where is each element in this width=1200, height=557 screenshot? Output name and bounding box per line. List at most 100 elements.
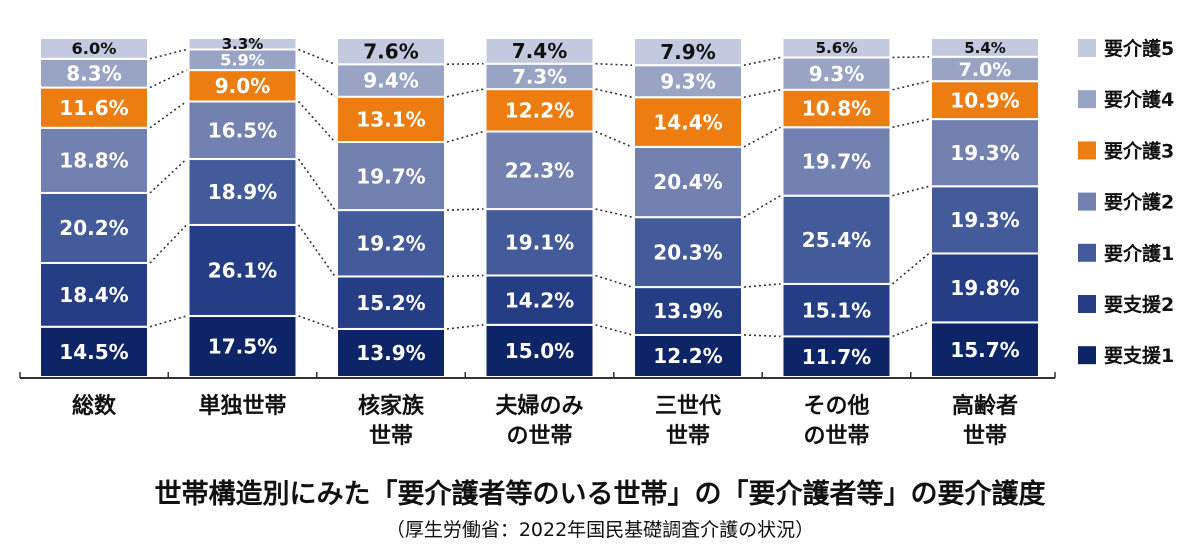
data-label: 19.1% <box>505 230 574 254</box>
bar-segment <box>633 37 743 67</box>
data-label: 9.3% <box>660 69 715 93</box>
data-label: 5.9% <box>220 51 265 70</box>
data-label: 5.4% <box>964 39 1006 57</box>
category-label: 三世代 <box>655 394 721 419</box>
connector-line <box>149 158 188 194</box>
connector-line <box>595 130 633 148</box>
bar-segment <box>781 56 892 91</box>
bar-segment <box>187 158 298 226</box>
category-label: 高齢者 <box>952 393 1018 419</box>
bar-segment <box>39 191 149 264</box>
data-label: 12.2% <box>505 99 574 123</box>
data-label: 13.9% <box>356 341 425 365</box>
stacked-bar-chart: 14.5% 18.4% 20.2% 18.8% 11.6% 8.3% 6.0% 17.5% 26… <box>19 35 1174 449</box>
connector-line <box>149 224 188 264</box>
data-label: 18.8% <box>59 149 128 173</box>
data-label: 19.8% <box>950 276 1019 300</box>
bar-segment <box>484 130 595 211</box>
legend-swatch <box>1078 90 1096 109</box>
data-label: 14.2% <box>505 288 574 312</box>
bar-segment <box>187 223 298 317</box>
connector-line <box>298 69 336 98</box>
data-label: 9.0% <box>215 74 270 98</box>
data-label: 5.6% <box>815 39 857 57</box>
legend-swatch <box>1078 192 1096 211</box>
data-label: 3.3% <box>222 35 264 53</box>
connector-line <box>149 315 187 328</box>
legend-swatch <box>1078 141 1096 160</box>
data-label: 20.4% <box>653 170 722 194</box>
bar-segment <box>39 325 149 378</box>
bar-segment <box>39 261 149 328</box>
connector-line <box>892 185 930 197</box>
connector-line <box>149 48 187 60</box>
bar-segment <box>633 286 743 336</box>
connector-line <box>743 88 781 99</box>
data-label: 25.4% <box>802 228 871 252</box>
bar-segment <box>187 100 298 161</box>
data-label: 7.9% <box>660 40 715 64</box>
legend-label: 要介護4 <box>1104 88 1174 111</box>
bar-segment <box>930 252 1040 324</box>
connector-line <box>298 315 336 330</box>
connector-line <box>297 100 336 143</box>
connector-line <box>595 208 633 218</box>
data-label: 16.5% <box>208 118 277 142</box>
category-label: 総数 <box>72 393 117 419</box>
x-axis-ticks <box>19 372 1056 378</box>
connector-line <box>595 324 633 336</box>
category-label: の世帯 <box>803 423 869 449</box>
bar-segment <box>336 37 446 66</box>
data-label: 15.2% <box>356 291 425 315</box>
connector-line <box>149 69 187 89</box>
connector-line <box>595 62 633 67</box>
data-label: 9.4% <box>363 69 418 93</box>
legend-label: 要介護2 <box>1104 191 1174 214</box>
legend-label: 要介護5 <box>1104 37 1174 60</box>
connector-line <box>743 334 781 338</box>
data-label: 10.8% <box>802 97 871 121</box>
connector-lines <box>149 48 930 338</box>
bar-segment <box>187 314 298 379</box>
bar-segment <box>781 194 892 285</box>
bar-segment <box>484 88 595 133</box>
data-label: 19.3% <box>950 141 1019 165</box>
category-label: 核家族 <box>358 393 425 419</box>
connector-line <box>743 195 781 218</box>
data-label: 13.9% <box>653 299 722 323</box>
category-label: その他 <box>803 394 869 419</box>
connector-line <box>446 62 484 66</box>
legend-swatch <box>1078 295 1096 313</box>
data-label: 14.5% <box>59 340 128 364</box>
data-label: 18.9% <box>208 180 277 204</box>
data-label: 19.7% <box>802 150 871 174</box>
bar-segment <box>484 208 595 277</box>
bar-segment <box>930 118 1040 188</box>
connector-line <box>298 48 336 66</box>
connector-line <box>743 126 781 148</box>
connector-line <box>149 100 187 129</box>
bar-segment <box>633 333 743 378</box>
category-label: の世帯 <box>506 423 572 449</box>
data-label: 15.1% <box>802 298 871 322</box>
category-label: 夫婦のみ <box>495 393 583 419</box>
bar-segment <box>781 37 892 59</box>
data-label: 15.7% <box>950 338 1019 362</box>
data-label: 11.7% <box>802 345 871 369</box>
connector-line <box>743 283 781 288</box>
category-label: 単独世帯 <box>198 393 286 419</box>
bar-segment <box>781 88 892 129</box>
connector-line <box>743 56 781 66</box>
bar-segment <box>336 275 446 330</box>
data-label: 20.2% <box>59 216 128 240</box>
bar-segment <box>484 37 595 65</box>
data-label: 7.3% <box>512 66 567 89</box>
category-label: 世帯 <box>963 423 1007 449</box>
chart-title: 世帯構造別にみた「要介護者等のいる世帯」の「要介護者等」の要介護度 <box>154 479 1046 510</box>
connector-line <box>446 208 484 211</box>
data-label: 20.3% <box>653 240 722 264</box>
connector-line <box>595 274 633 288</box>
legend-label: 要支援2 <box>1104 293 1174 316</box>
legend-swatch <box>1078 39 1096 57</box>
category-label: 世帯 <box>369 423 413 449</box>
